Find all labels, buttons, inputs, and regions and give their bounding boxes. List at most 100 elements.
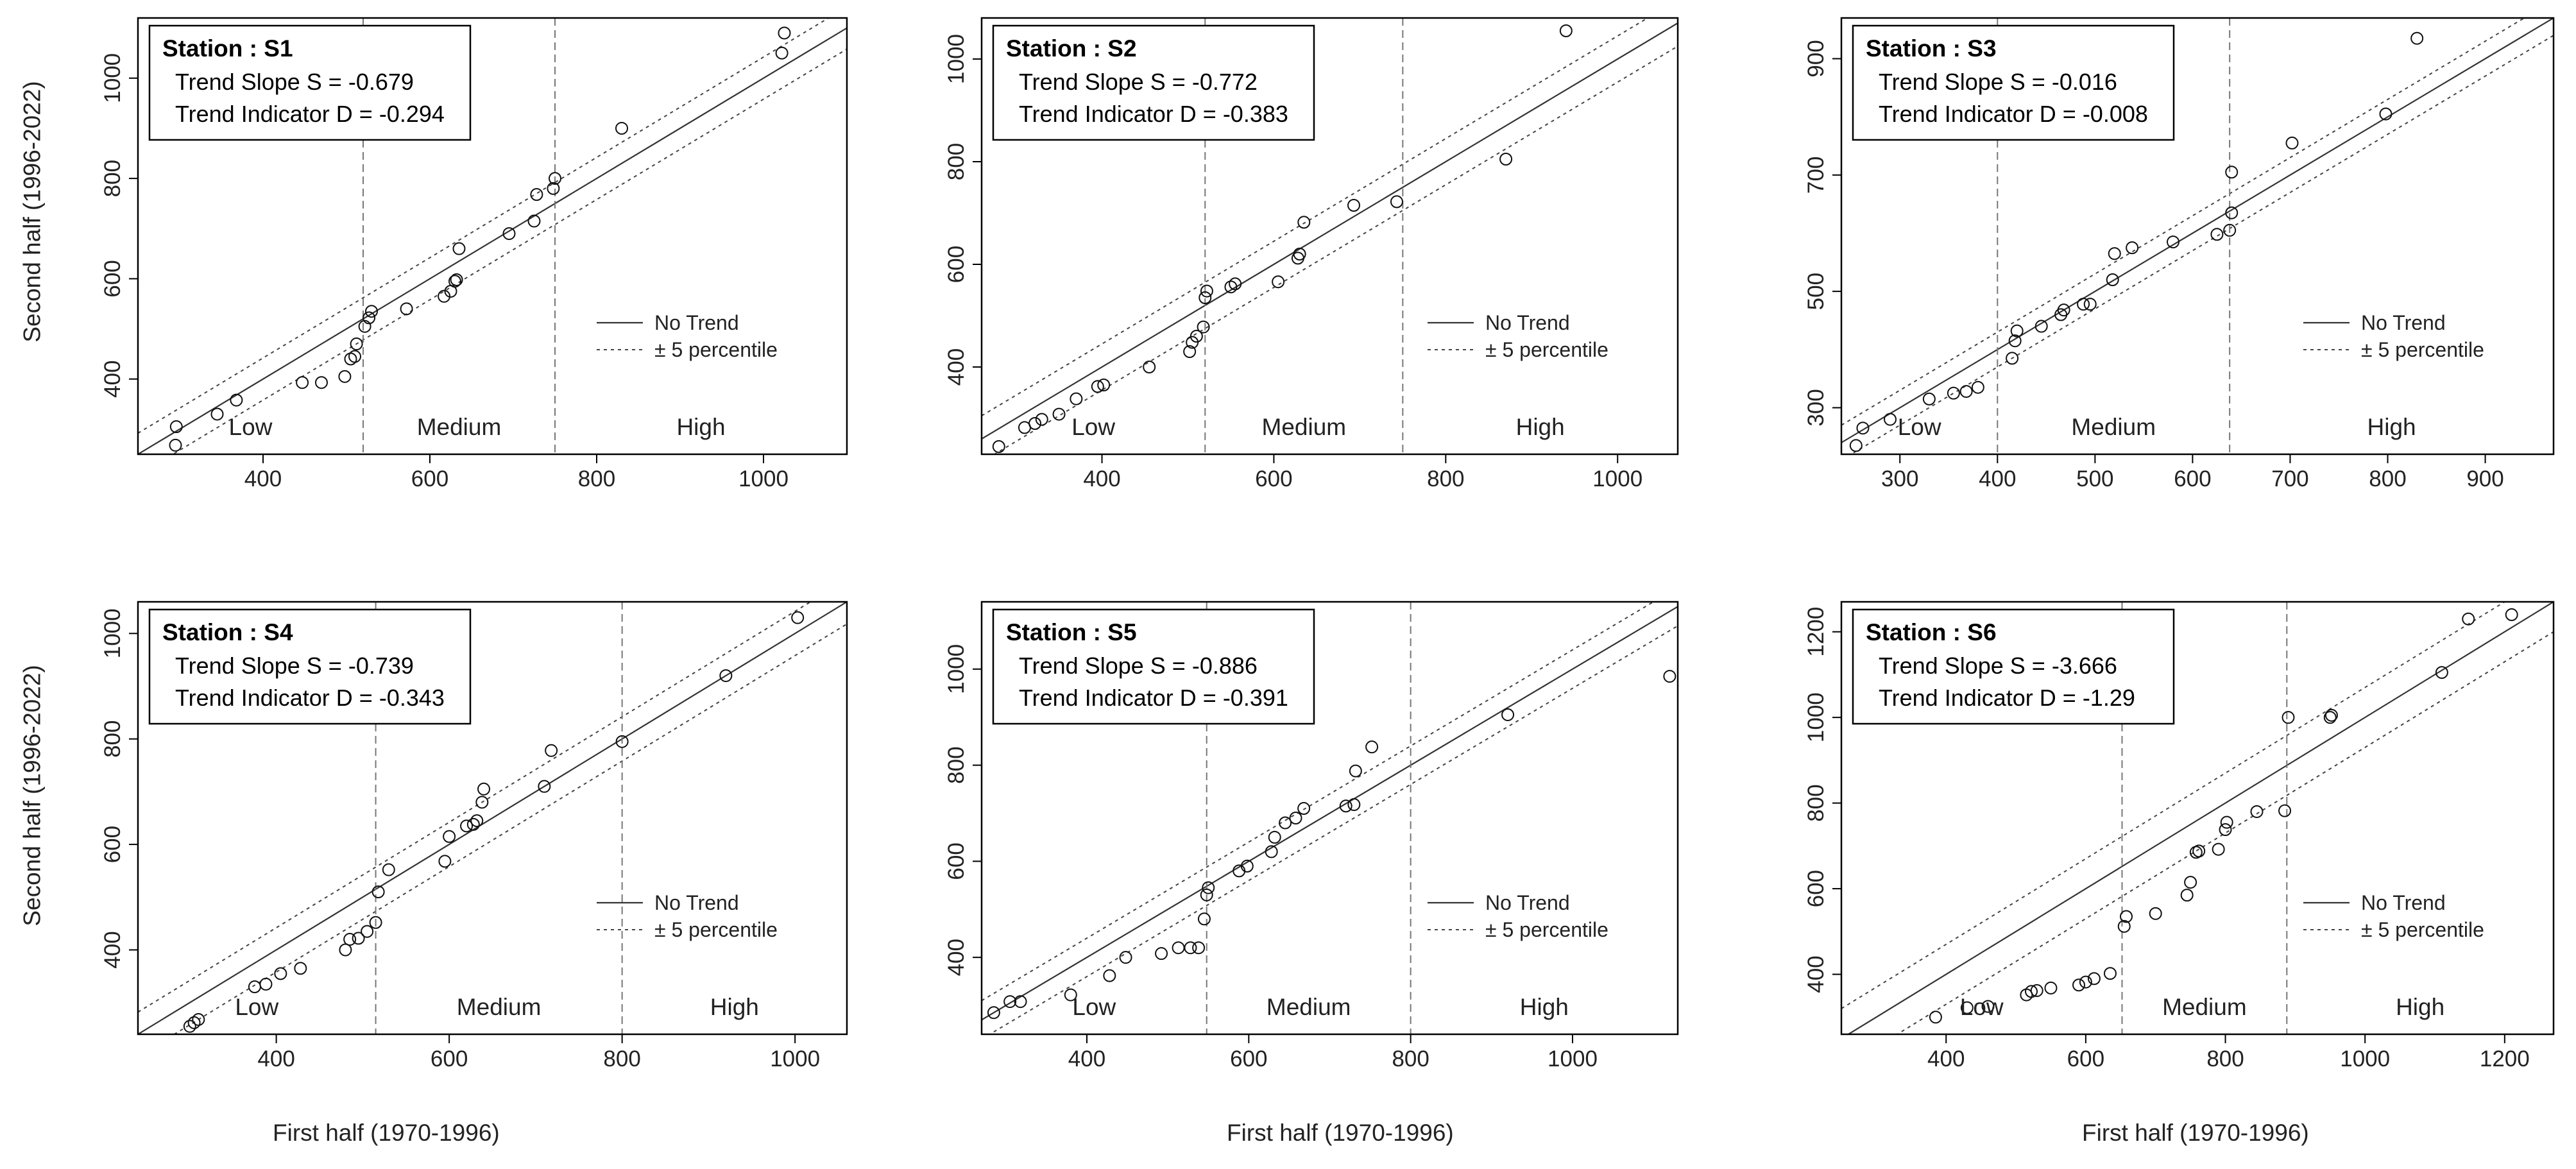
y-tick-label: 800 bbox=[100, 721, 125, 758]
data-point bbox=[2184, 876, 2197, 889]
data-point bbox=[1190, 330, 1203, 343]
trend-indicator-text: Trend Indicator D = -0.343 bbox=[175, 685, 445, 711]
data-point bbox=[344, 352, 357, 366]
x-tick-label: 600 bbox=[2067, 1046, 2104, 1071]
data-point bbox=[2278, 804, 2292, 817]
data-point bbox=[719, 669, 733, 683]
data-point bbox=[615, 121, 628, 135]
data-point bbox=[352, 932, 365, 945]
data-point bbox=[1197, 320, 1210, 334]
lower-percentile-line bbox=[173, 623, 847, 1034]
y-tick-label: 600 bbox=[1804, 870, 1829, 907]
data-point bbox=[1200, 284, 1213, 298]
data-point bbox=[2210, 228, 2224, 241]
data-point bbox=[2410, 31, 2424, 45]
data-point bbox=[1097, 379, 1111, 391]
data-point bbox=[2034, 320, 2048, 333]
x-axis-label-left: First half (1970-1996) bbox=[273, 1120, 500, 1146]
trend-indicator-text: Trend Indicator D = -0.391 bbox=[1019, 685, 1288, 711]
data-point bbox=[2505, 608, 2518, 622]
scatter-panel-6: 400 600 800 1000 1200 400 600 800 1000 1200 Low Med… bbox=[1804, 601, 2555, 1071]
x-tick-label: 1000 bbox=[1592, 466, 1642, 491]
y-tick-label: 800 bbox=[1804, 784, 1829, 821]
x-tick-label: 300 bbox=[1881, 466, 1918, 491]
data-point bbox=[538, 780, 551, 793]
data-point bbox=[1272, 275, 1285, 289]
scatter-panel-3: 300 400 500 600 700 800 900 300 500 700 900 Low Medi… bbox=[1804, 17, 2555, 491]
trend-indicator-text: Trend Indicator D = -1.29 bbox=[1879, 685, 2135, 711]
data-point bbox=[259, 977, 273, 991]
x-tick-label: 500 bbox=[2076, 466, 2113, 491]
data-point bbox=[2379, 107, 2393, 121]
x-tick-label: 400 bbox=[1068, 1046, 1105, 1071]
data-point bbox=[450, 273, 463, 286]
data-point bbox=[1501, 708, 1515, 721]
data-point bbox=[2126, 241, 2139, 255]
data-point bbox=[438, 855, 452, 868]
data-point bbox=[369, 916, 382, 929]
data-point bbox=[615, 735, 629, 748]
data-point bbox=[2083, 298, 2097, 311]
data-point bbox=[1856, 422, 1870, 435]
data-point bbox=[2324, 708, 2338, 722]
zone-label-medium: Medium bbox=[457, 994, 542, 1020]
data-point bbox=[1293, 248, 1306, 260]
legend-no-trend-label: No Trend bbox=[2361, 891, 2446, 914]
data-point bbox=[2212, 842, 2225, 856]
data-point bbox=[339, 943, 352, 957]
lower-percentile-line bbox=[1896, 631, 2554, 1034]
legend-percentile-label: ± 5 percentile bbox=[1485, 918, 1608, 941]
y-tick-label: 500 bbox=[1804, 273, 1829, 310]
data-point bbox=[1279, 816, 1292, 830]
data-point bbox=[2323, 711, 2337, 724]
data-point bbox=[192, 1012, 205, 1026]
data-point bbox=[1884, 413, 1897, 426]
data-point bbox=[452, 242, 466, 255]
data-point bbox=[1339, 799, 1352, 813]
legend-percentile-label: ± 5 percentile bbox=[2361, 918, 2484, 941]
data-point bbox=[1183, 345, 1197, 358]
station-info-box bbox=[1852, 608, 2175, 725]
y-tick-label: 1200 bbox=[1804, 607, 1829, 657]
data-point bbox=[1297, 802, 1311, 815]
x-tick-label: 400 bbox=[257, 1046, 294, 1071]
data-point bbox=[1155, 947, 1168, 960]
x-tick-label: 1000 bbox=[2340, 1046, 2390, 1071]
y-tick-label: 700 bbox=[1804, 157, 1829, 194]
data-point bbox=[348, 350, 361, 363]
legend-percentile-label: ± 5 percentile bbox=[654, 918, 778, 941]
lower-percentile-line bbox=[988, 625, 1678, 1034]
zone-label-medium: Medium bbox=[2071, 414, 2156, 440]
x-tick-label: 600 bbox=[431, 1046, 468, 1071]
legend-percentile-label: ± 5 percentile bbox=[654, 338, 778, 361]
data-point bbox=[2106, 273, 2119, 286]
data-point bbox=[358, 320, 371, 333]
x-tick-label: 600 bbox=[411, 466, 448, 491]
data-point bbox=[460, 819, 473, 833]
no-trend-line bbox=[138, 27, 847, 454]
data-point bbox=[363, 311, 376, 325]
data-point bbox=[1070, 392, 1083, 405]
y-tick-label: 800 bbox=[944, 746, 969, 783]
data-point bbox=[1390, 195, 1403, 209]
plot-frame bbox=[137, 17, 848, 456]
data-point bbox=[470, 814, 484, 828]
data-point bbox=[1192, 941, 1206, 955]
data-point bbox=[169, 438, 182, 452]
x-tick-label: 400 bbox=[1979, 466, 2016, 491]
data-point bbox=[448, 275, 461, 288]
station-title: Station : S1 bbox=[162, 35, 293, 62]
plot-frame bbox=[137, 601, 848, 1036]
data-point bbox=[2117, 919, 2131, 933]
data-point bbox=[1265, 845, 1278, 858]
data-point bbox=[1200, 888, 1213, 901]
zone-label-low: Low bbox=[1071, 414, 1115, 440]
data-point bbox=[2044, 981, 2058, 994]
data-point bbox=[1960, 1001, 1974, 1014]
plot-area bbox=[138, 18, 847, 454]
station-info-box bbox=[148, 24, 472, 141]
station-title: Station : S5 bbox=[1006, 619, 1137, 645]
data-point bbox=[1202, 881, 1215, 894]
x-tick-label: 1000 bbox=[770, 1046, 820, 1071]
